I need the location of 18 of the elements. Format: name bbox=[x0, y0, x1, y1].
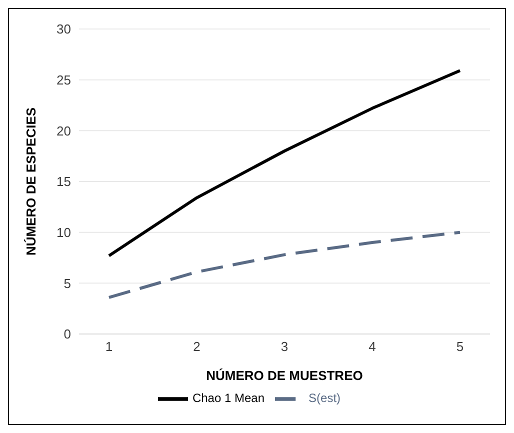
x-tick-label: 2 bbox=[193, 339, 200, 354]
x-tick-label: 1 bbox=[105, 339, 113, 354]
legend-label: Chao 1 Mean bbox=[192, 391, 265, 406]
y-tick-label: 25 bbox=[56, 72, 71, 88]
x-tick-label: 4 bbox=[368, 339, 376, 354]
y-axis-title: NÚMERO DE ESPECIES bbox=[24, 107, 39, 256]
y-tick-label: 10 bbox=[56, 224, 71, 240]
line-series bbox=[108, 69, 462, 258]
x-axis-title: NÚMERO DE MUESTREO bbox=[206, 368, 363, 383]
x-tick-label: 5 bbox=[456, 339, 464, 354]
y-tick-label: 20 bbox=[56, 123, 71, 138]
y-tick-label: 5 bbox=[64, 276, 71, 291]
legend-label: S(est) bbox=[308, 391, 341, 406]
y-tick-label: 15 bbox=[56, 174, 71, 190]
y-tick-label: 0 bbox=[64, 326, 71, 342]
x-tick-label: 3 bbox=[280, 339, 288, 354]
y-tick-label: 30 bbox=[56, 22, 71, 37]
line-series bbox=[108, 230, 462, 299]
